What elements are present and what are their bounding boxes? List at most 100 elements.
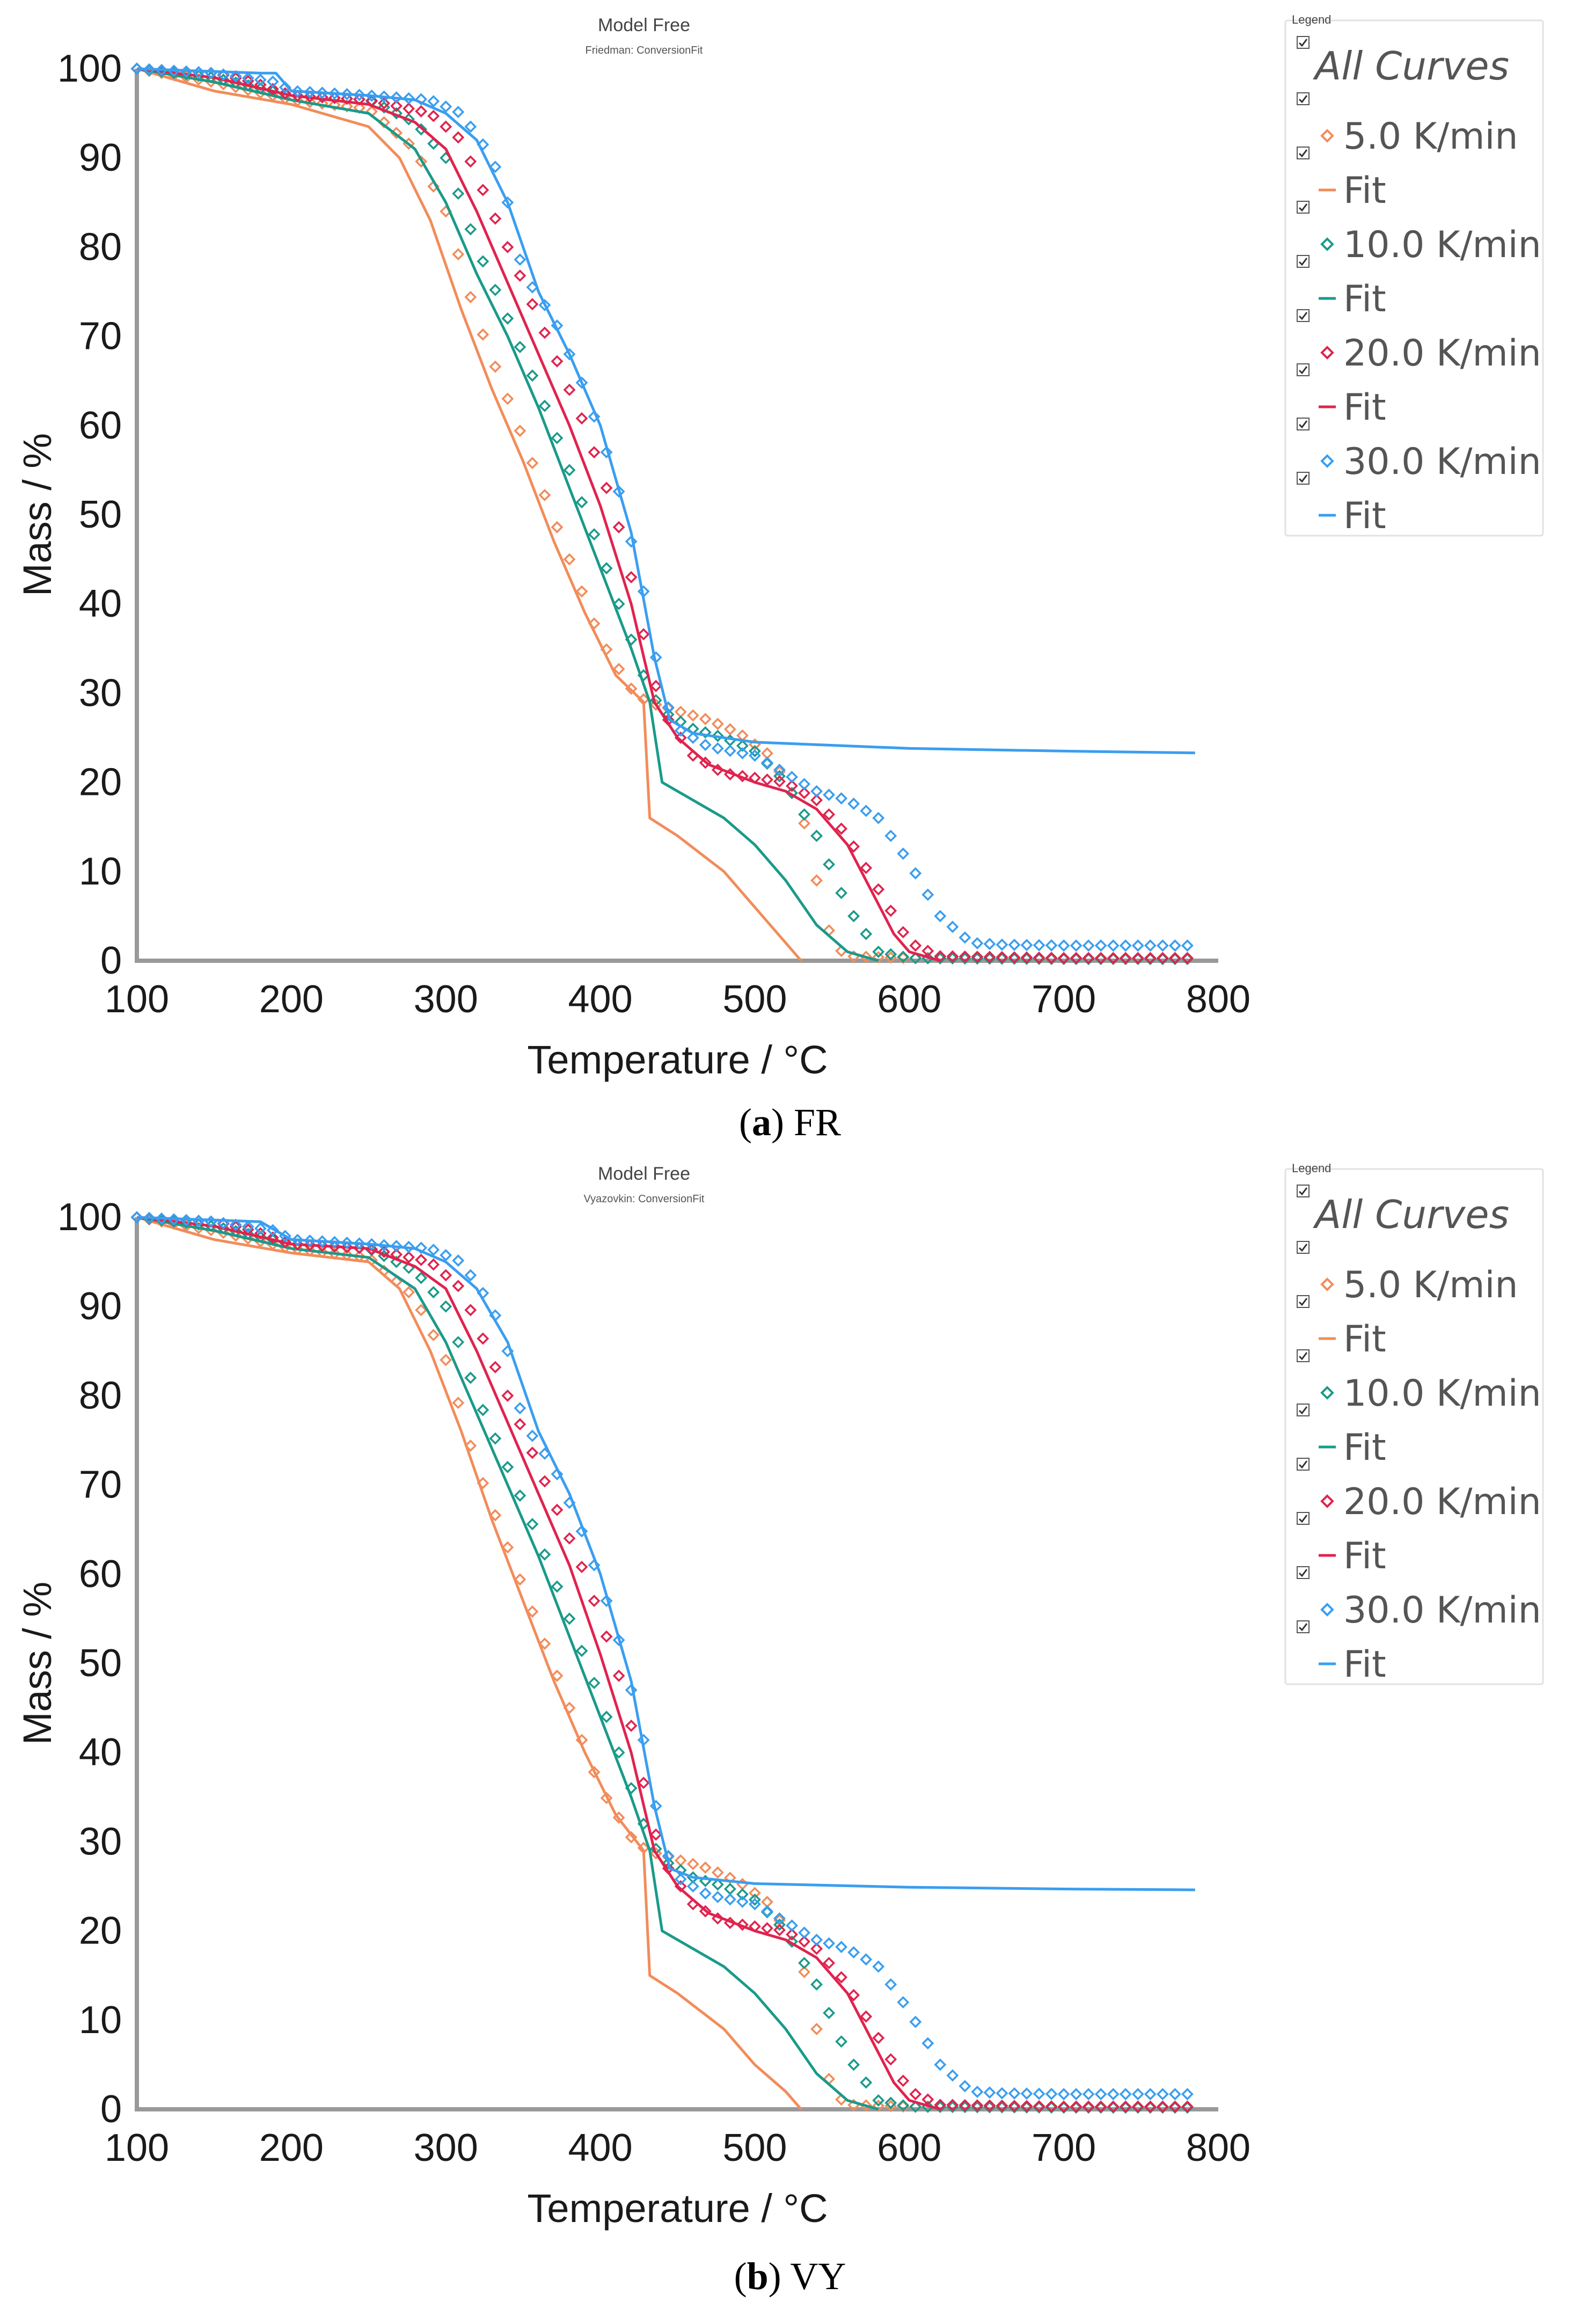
y-tick-label: 10: [79, 850, 122, 893]
data-point: [588, 1766, 601, 1779]
legend-entry-label[interactable]: 30.0 K/min: [1343, 441, 1541, 483]
data-point: [612, 597, 625, 610]
data-point: [1033, 2100, 1045, 2113]
check-icon: [1298, 203, 1308, 212]
data-point: [1070, 952, 1082, 964]
legend-entry-label[interactable]: Fit: [1343, 1535, 1386, 1577]
legend-checkbox[interactable]: [1297, 309, 1310, 322]
x-tick-label: 100: [105, 2126, 169, 2169]
legend-entry-label[interactable]: 20.0 K/min: [1343, 332, 1541, 375]
legend-entry-label[interactable]: 5.0 K/min: [1343, 115, 1518, 158]
data-point: [501, 312, 514, 325]
data-point: [526, 1429, 539, 1442]
data-point: [1045, 952, 1058, 964]
data-point: [440, 1300, 452, 1313]
legend-entry-label[interactable]: 20.0 K/min: [1343, 1481, 1541, 1523]
data-point: [996, 938, 1008, 951]
legend-checkbox[interactable]: [1297, 1458, 1310, 1471]
data-point: [847, 910, 860, 923]
legend-checkbox[interactable]: [1297, 1512, 1310, 1525]
legend-entry-label[interactable]: Fit: [1343, 170, 1386, 212]
legend-checkbox[interactable]: [1297, 472, 1310, 485]
data-point: [612, 1669, 625, 1682]
legend-entry-label[interactable]: 30.0 K/min: [1343, 1589, 1541, 1632]
data-point: [279, 87, 291, 100]
data-point: [464, 1269, 477, 1282]
legend-entry-label[interactable]: Fit: [1343, 1427, 1386, 1469]
caption-letter: b: [747, 2255, 769, 2298]
data-point: [501, 1389, 514, 1402]
legend-checkbox[interactable]: [1297, 363, 1310, 376]
legend-entry-label[interactable]: 5.0 K/min: [1343, 1264, 1518, 1306]
legend-diamond-icon: [1320, 346, 1334, 360]
legend-checkbox[interactable]: [1297, 1566, 1310, 1579]
data-point: [254, 1222, 267, 1235]
data-point: [452, 248, 465, 261]
data-point: [946, 920, 959, 933]
data-point: [736, 770, 749, 783]
data-point: [909, 2088, 922, 2101]
data-point: [130, 62, 143, 75]
legend-all-curves[interactable]: All Curves: [1313, 1192, 1509, 1237]
data-point: [872, 951, 885, 963]
legend-checkbox[interactable]: [1297, 418, 1310, 430]
legend-checkbox[interactable]: [1297, 1241, 1310, 1254]
legend-diamond-icon: [1320, 1277, 1334, 1291]
data-point: [649, 679, 662, 692]
legend-checkbox[interactable]: [1297, 1185, 1310, 1197]
legend-entry-label[interactable]: Fit: [1343, 1318, 1386, 1361]
legend-checkbox[interactable]: [1297, 201, 1310, 214]
legend-entry-label[interactable]: Fit: [1343, 495, 1386, 537]
data-point: [996, 951, 1008, 963]
legend-checkbox[interactable]: [1297, 36, 1310, 49]
data-point: [588, 410, 601, 423]
data-point: [711, 1866, 724, 1879]
data-point: [996, 952, 1008, 965]
legend-checkbox[interactable]: [1297, 147, 1310, 159]
data-point: [773, 1924, 786, 1936]
legend-entry-label[interactable]: 10.0 K/min: [1343, 1372, 1541, 1415]
data-point: [860, 927, 873, 940]
data-point: [637, 628, 650, 641]
data-point: [983, 952, 996, 965]
data-point: [464, 155, 477, 168]
data-point: [328, 87, 341, 100]
data-point: [1144, 939, 1157, 952]
legend-entry-label[interactable]: Fit: [1343, 1643, 1386, 1686]
legend-all-curves[interactable]: All Curves: [1313, 43, 1509, 89]
data-point: [563, 1612, 576, 1625]
data-point: [1131, 2088, 1144, 2101]
data-point: [686, 1880, 699, 1892]
data-point: [823, 2007, 836, 2019]
data-point: [266, 83, 279, 96]
data-point: [711, 729, 724, 742]
legend-entry-label[interactable]: Fit: [1343, 278, 1386, 320]
data-point: [971, 951, 984, 963]
data-point: [847, 1989, 860, 2001]
data-point: [736, 747, 749, 759]
data-point: [736, 1888, 749, 1901]
data-point: [1119, 2100, 1132, 2113]
legend-entry-label[interactable]: Fit: [1343, 386, 1386, 429]
data-point: [316, 1235, 328, 1248]
data-point: [872, 2094, 885, 2107]
data-point: [909, 2015, 922, 2028]
legend-checkbox[interactable]: [1297, 1349, 1310, 1362]
chart-subtitle: Vyazovkin: ConversionFit: [584, 1193, 705, 1205]
fit-line-7: [136, 67, 1195, 755]
y-tick-label: 80: [79, 225, 122, 268]
legend-checkbox[interactable]: [1297, 1404, 1310, 1416]
legend-checkbox[interactable]: [1297, 92, 1310, 105]
data-point: [674, 1854, 687, 1867]
legend-checkbox[interactable]: [1297, 1295, 1310, 1308]
data-point: [711, 718, 724, 730]
legend-checkbox[interactable]: [1297, 1620, 1310, 1633]
x-tick-label: 400: [568, 2126, 633, 2169]
data-point: [452, 187, 465, 200]
legend-checkbox[interactable]: [1297, 255, 1310, 268]
fit-line-1: [136, 1216, 802, 2110]
legend-entry-label[interactable]: 10.0 K/min: [1343, 224, 1541, 266]
data-point: [130, 1211, 143, 1224]
data-point: [303, 86, 316, 99]
data-point: [1082, 939, 1095, 952]
